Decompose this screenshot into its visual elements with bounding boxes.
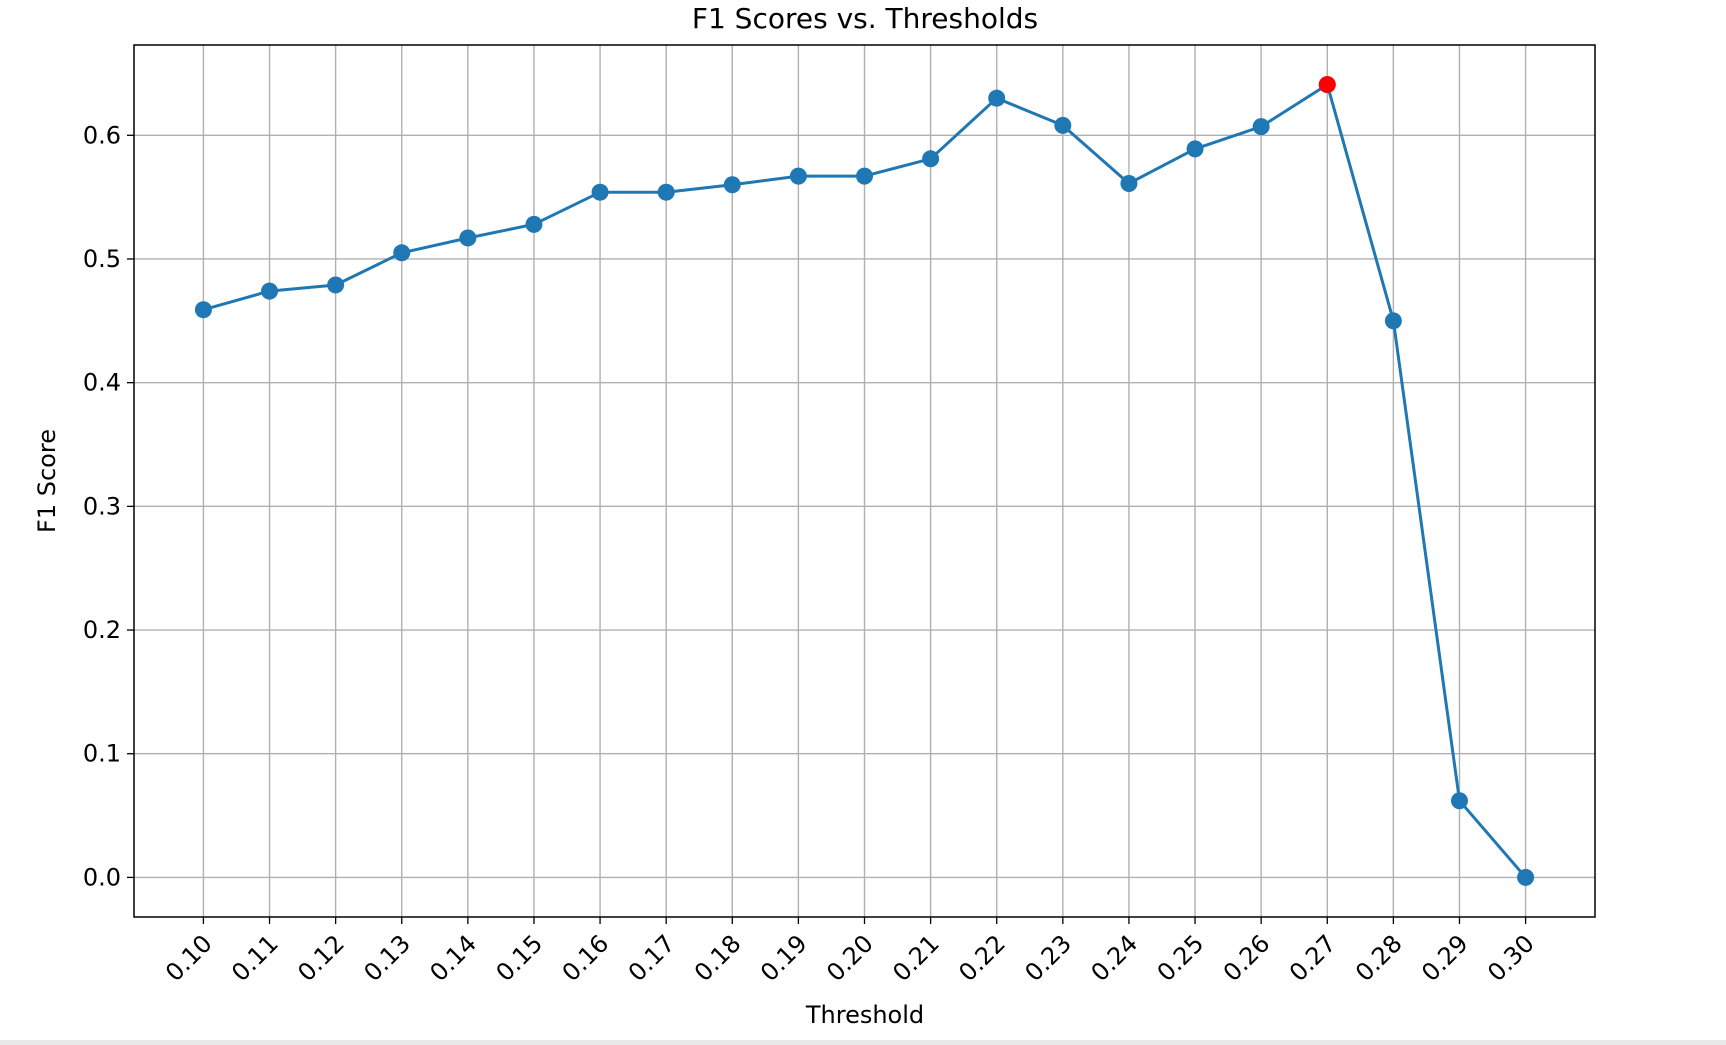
- f1-data-point: [591, 183, 609, 201]
- f1-data-point: [459, 229, 477, 247]
- x-tick-label: 0.25: [1152, 929, 1210, 987]
- x-tick-label: 0.29: [1416, 929, 1474, 987]
- f1-data-point: [657, 183, 675, 201]
- x-tick-label: 0.15: [491, 929, 549, 987]
- tick-layer: 0.10 0.11 0.12 0.13 0.14 0.15 0.16 0.17 0.18 0.19…: [83, 121, 1540, 987]
- x-tick-label: 0.11: [226, 929, 284, 987]
- x-tick-label: 0.20: [821, 929, 879, 987]
- x-tick-label: 0.27: [1284, 929, 1342, 987]
- f1-data-point: [1450, 792, 1468, 810]
- chart-title: F1 Scores vs. Thresholds: [692, 2, 1038, 35]
- plot-frame: [133, 44, 1596, 918]
- x-tick-label: 0.24: [1086, 929, 1144, 987]
- y-tick-label: 0.6: [83, 121, 121, 149]
- f1-data-point: [789, 167, 807, 185]
- grid-layer: [134, 45, 1595, 917]
- x-tick-label: 0.13: [358, 929, 416, 987]
- x-tick-label: 0.21: [887, 929, 945, 987]
- f1-data-point: [1384, 312, 1402, 330]
- x-tick-label: 0.14: [425, 929, 483, 987]
- x-tick-label: 0.22: [953, 929, 1011, 987]
- f1-data-point: [922, 150, 940, 168]
- x-tick-label: 0.26: [1218, 929, 1276, 987]
- x-tick-label: 0.17: [623, 929, 681, 987]
- x-axis-label: Threshold: [805, 1001, 924, 1029]
- x-tick-label: 0.18: [689, 929, 747, 987]
- f1-data-point: [261, 282, 279, 300]
- f1-data-point: [1252, 118, 1270, 136]
- y-tick-label: 0.1: [83, 740, 121, 768]
- f1-data-point: [393, 244, 411, 262]
- f1-data-point: [1054, 116, 1072, 134]
- y-tick-label: 0.5: [83, 245, 121, 273]
- y-tick-label: 0.0: [83, 863, 121, 891]
- x-tick-label: 0.19: [755, 929, 813, 987]
- f1-data-point: [723, 176, 741, 194]
- f1-data-point: [525, 215, 543, 233]
- y-axis-label: F1 Score: [33, 429, 61, 533]
- f1-data-point: [1517, 868, 1535, 886]
- x-tick-label: 0.30: [1482, 929, 1540, 987]
- y-tick-label: 0.2: [83, 616, 121, 644]
- f1-data-point: [1186, 140, 1204, 158]
- f1-data-point: [194, 301, 212, 319]
- y-tick-label: 0.3: [83, 492, 121, 520]
- x-tick-label: 0.28: [1350, 929, 1408, 987]
- f1-data-point: [988, 89, 1006, 107]
- x-tick-label: 0.10: [160, 929, 218, 987]
- y-tick-label: 0.4: [83, 369, 121, 397]
- x-tick-label: 0.23: [1019, 929, 1077, 987]
- series-layer: [194, 76, 1535, 886]
- f1-data-point: [1120, 175, 1138, 193]
- f1-data-point: [327, 276, 345, 294]
- f1-data-point: [856, 167, 873, 185]
- best-threshold-point: [1318, 76, 1336, 94]
- bottom-edge-strip: [0, 1040, 1726, 1045]
- x-tick-label: 0.16: [557, 929, 615, 987]
- x-tick-label: 0.12: [292, 929, 350, 987]
